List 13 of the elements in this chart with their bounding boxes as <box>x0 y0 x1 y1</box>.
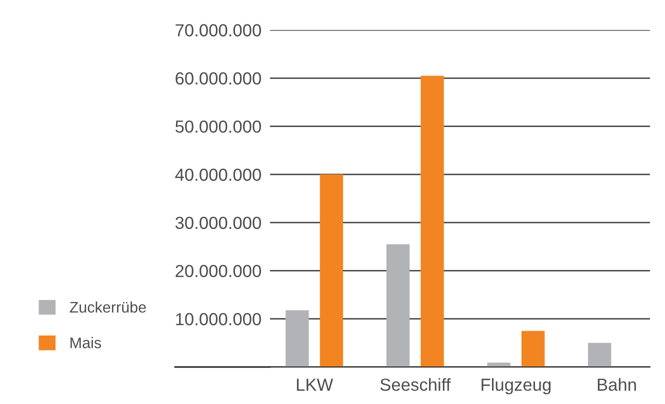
y-tick-label: 10.000.000 <box>176 313 261 326</box>
y-tick-label: 40.000.000 <box>175 168 261 181</box>
y-tick-label: 70.000.000 <box>176 24 261 36</box>
x-tick-label: Flugzeug <box>482 378 551 394</box>
y-tick-label: 30.000.000 <box>175 216 261 230</box>
legend-label: Zuckerrübe <box>70 301 146 313</box>
y-tick-label: 60.000.000 <box>176 72 261 85</box>
x-tick-label: LKW <box>296 378 334 391</box>
legend-label: Mais <box>70 337 102 348</box>
y-tick-label: 50.000.000 <box>175 120 261 133</box>
x-tick-label: Seeschiff <box>380 378 451 391</box>
x-tick-label: Bahn <box>598 378 636 391</box>
y-tick-label: 20.000.000 <box>176 264 261 278</box>
